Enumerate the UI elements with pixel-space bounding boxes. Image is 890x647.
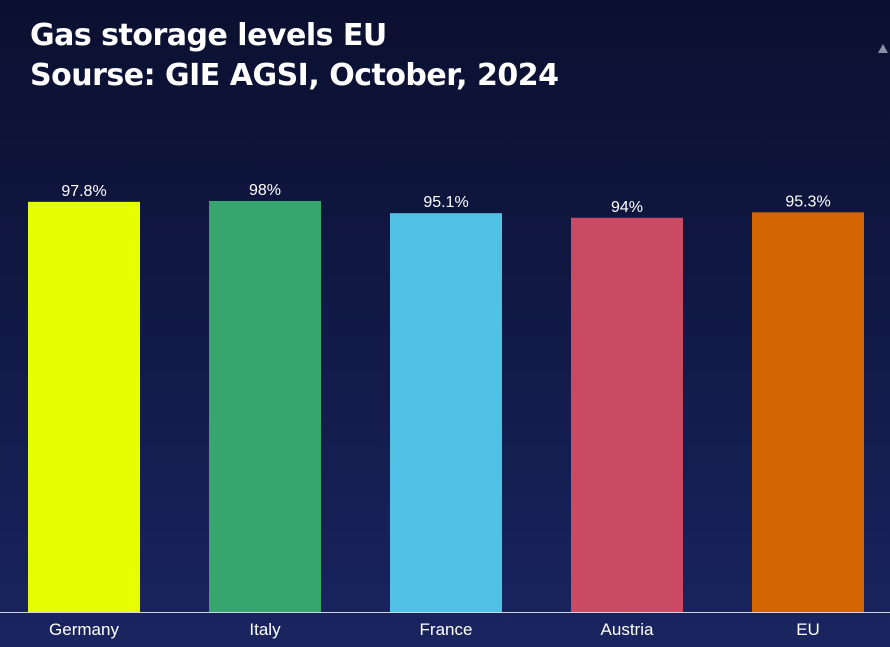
chart-title-line2: Sourse: GIE AGSI, October, 2024: [30, 58, 559, 93]
chart-title-line1: Gas storage levels EU: [30, 18, 387, 53]
category-label-austria: Austria: [601, 620, 654, 639]
category-label-germany: Germany: [49, 620, 119, 639]
value-label-italy: 98%: [249, 182, 281, 199]
bar-italy: [209, 201, 321, 612]
value-label-austria: 94%: [611, 199, 643, 216]
value-label-eu: 95.3%: [785, 193, 830, 210]
value-label-france: 95.1%: [423, 194, 468, 211]
bar-germany: [28, 201, 140, 612]
bar-france: [390, 213, 502, 613]
bar-eu: [752, 212, 864, 612]
category-label-france: France: [420, 620, 473, 639]
category-label-eu: EU: [796, 620, 820, 639]
category-label-italy: Italy: [249, 620, 281, 639]
chart-title: Gas storage levels EU Sourse: GIE AGSI, …: [30, 16, 559, 96]
caret-up-icon: [878, 44, 888, 53]
value-label-germany: 97.8%: [61, 183, 106, 200]
bar-austria: [571, 217, 683, 612]
